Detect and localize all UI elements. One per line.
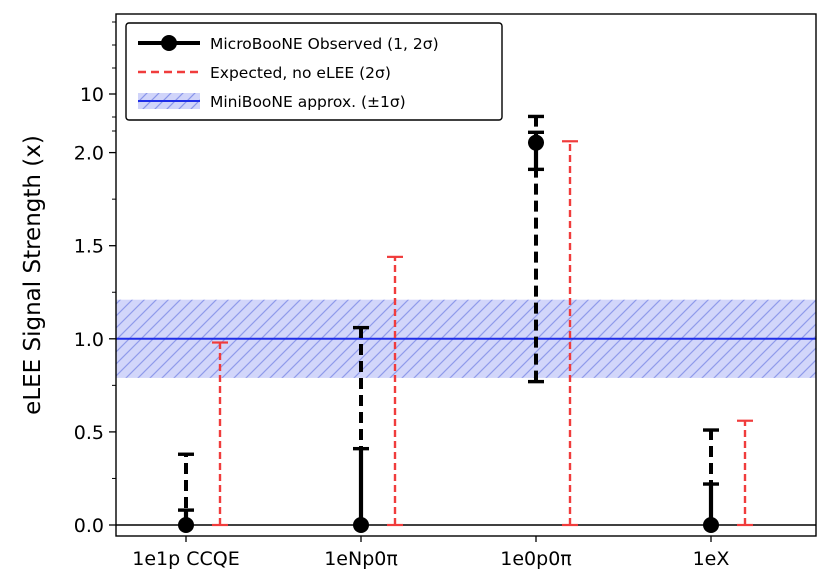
legend-observed-label: MicroBooNE Observed (1, 2σ) xyxy=(210,35,439,53)
ytick-label-3: 1.5 xyxy=(74,236,104,258)
ytick-label-0: 0.0 xyxy=(74,515,104,537)
legend-box xyxy=(125,22,503,121)
xtick-label-1: 1eNp0π xyxy=(324,548,398,570)
observed-point-3 xyxy=(703,517,719,533)
xtick-label-0: 1e1p CCQE xyxy=(132,548,239,570)
observed-point-1 xyxy=(353,517,369,533)
ytick-label-4: 2.0 xyxy=(74,143,104,165)
legend-miniboone-label: MiniBooNE approx. (±1σ) xyxy=(210,93,406,111)
observed-point-2 xyxy=(528,134,544,151)
legend: MicroBooNE Observed (1, 2σ) Expected, no … xyxy=(125,22,503,121)
error-bars-layer xyxy=(178,114,753,533)
observed-point-0 xyxy=(178,517,194,533)
ytick-label-2: 1.0 xyxy=(74,329,104,351)
axes: 0.0 0.5 1.0 1.5 2.0 10 1e1p CCQE 1eNp0π 1e0p0π 1e… xyxy=(20,21,730,570)
axes-box xyxy=(115,13,817,537)
y-axis-label: eLEE Signal Strength (x) xyxy=(20,135,46,415)
ytick-label-1: 0.5 xyxy=(74,422,104,444)
ytick-label-5: 10 xyxy=(80,84,104,106)
legend-expected-label: Expected, no eLEE (2σ) xyxy=(210,64,391,82)
xtick-label-2: 1e0p0π xyxy=(500,548,571,570)
miniboone-band-layer xyxy=(116,299,816,378)
xtick-label-3: 1eX xyxy=(693,548,730,570)
plot-frame xyxy=(115,13,817,537)
legend-observed-marker xyxy=(161,35,177,51)
